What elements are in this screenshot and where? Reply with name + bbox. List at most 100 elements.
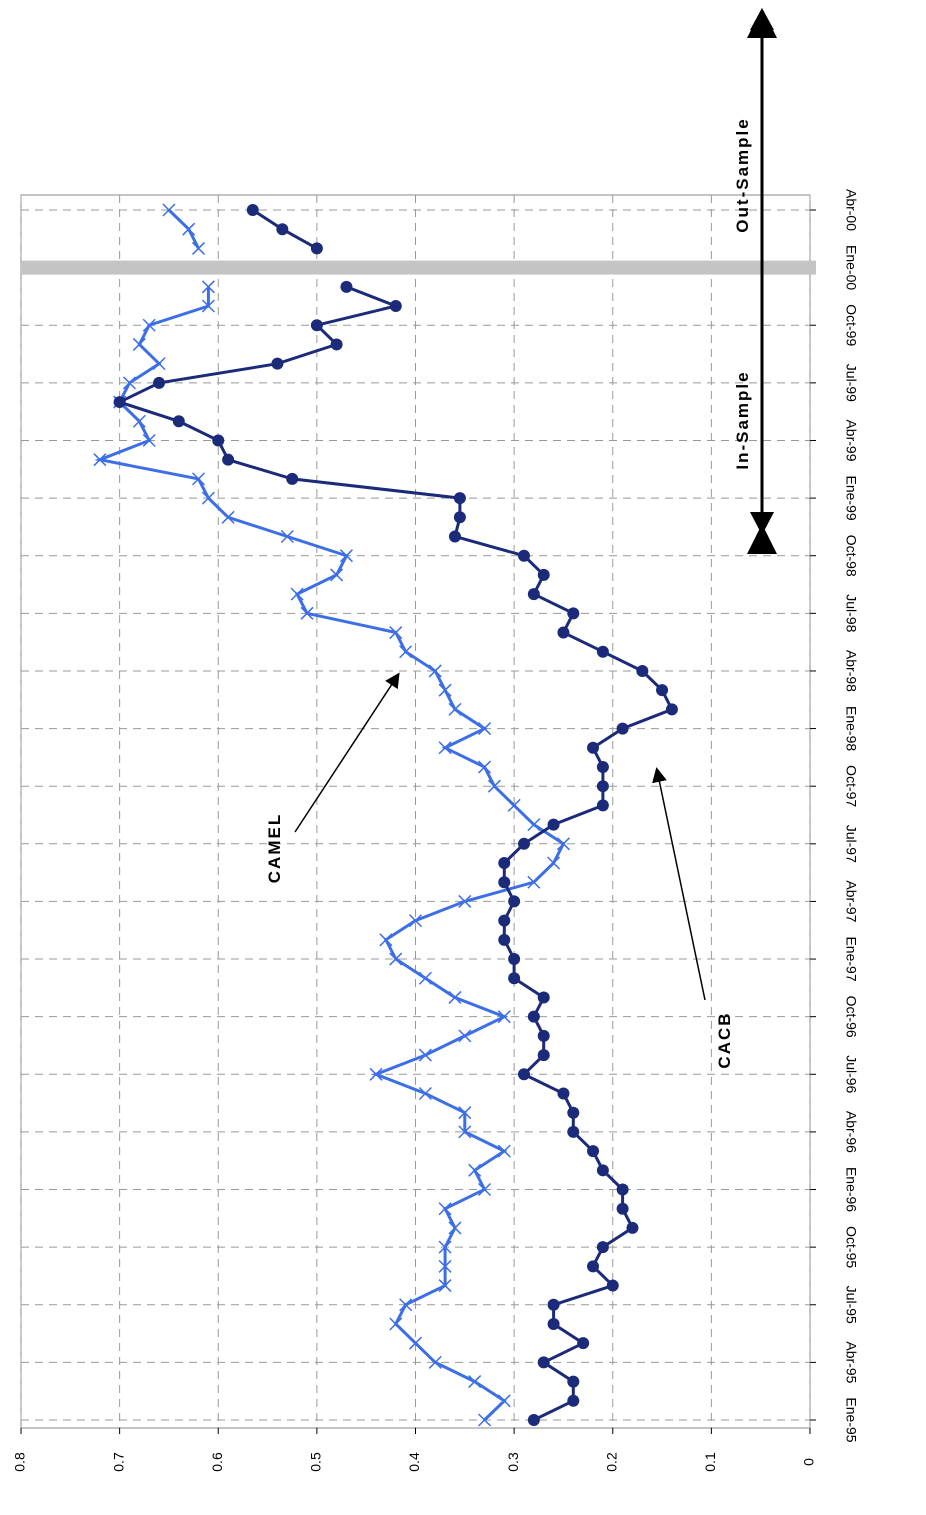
marker xyxy=(508,895,521,908)
marker xyxy=(212,434,225,447)
marker xyxy=(507,798,521,812)
marker xyxy=(418,1086,432,1101)
marker xyxy=(182,222,196,236)
marker xyxy=(517,1068,530,1081)
marker xyxy=(616,1202,629,1215)
arrow-head xyxy=(750,8,774,30)
x-tick-label: Abr-95 xyxy=(843,1341,859,1383)
marker xyxy=(557,626,570,639)
marker xyxy=(537,991,550,1004)
marker xyxy=(330,338,343,351)
marker xyxy=(497,1394,511,1408)
marker xyxy=(557,1087,570,1100)
marker xyxy=(547,1298,560,1311)
marker xyxy=(537,1049,550,1062)
marker xyxy=(448,1221,462,1235)
marker xyxy=(152,357,166,371)
marker xyxy=(537,1356,550,1369)
marker xyxy=(246,204,259,216)
marker xyxy=(478,722,492,736)
marker xyxy=(339,549,353,563)
marker xyxy=(330,568,344,582)
marker xyxy=(567,1375,580,1388)
marker xyxy=(389,626,403,640)
marker xyxy=(596,760,609,773)
marker xyxy=(153,376,166,389)
marker xyxy=(478,1413,492,1427)
x-tick-label: Ene-95 xyxy=(843,1397,859,1442)
marker xyxy=(527,1010,540,1023)
y-tick-label: 0.3 xyxy=(505,1452,521,1472)
x-tick-label: Abr-00 xyxy=(843,189,859,231)
marker xyxy=(201,280,215,294)
marker xyxy=(626,1221,639,1234)
marker xyxy=(567,607,580,620)
marker xyxy=(408,1336,423,1350)
marker xyxy=(508,972,521,985)
y-tick-label: 0.4 xyxy=(406,1452,422,1472)
x-tick-label: Jul-99 xyxy=(843,364,859,402)
marker xyxy=(113,396,126,409)
marker xyxy=(478,1182,492,1197)
marker xyxy=(438,1259,452,1273)
x-tick-label: Oct-96 xyxy=(843,996,859,1038)
x-tick-label: Ene-97 xyxy=(843,936,859,981)
marker xyxy=(399,645,413,659)
marker xyxy=(498,914,511,927)
y-tick-label: 0.7 xyxy=(110,1452,126,1472)
marker xyxy=(271,357,284,370)
marker xyxy=(438,683,452,697)
marker xyxy=(606,1279,619,1292)
x-tick-label: Abr-97 xyxy=(843,880,859,922)
marker xyxy=(290,587,304,601)
marker xyxy=(596,799,609,812)
marker xyxy=(172,415,185,428)
marker xyxy=(616,1183,629,1196)
x-tick-label: Ene-98 xyxy=(843,706,859,751)
marker xyxy=(389,300,402,313)
marker xyxy=(497,1010,511,1024)
marker xyxy=(310,242,323,255)
marker xyxy=(418,971,432,985)
x-tick-label: Oct-98 xyxy=(843,535,859,577)
marker xyxy=(142,433,156,448)
marker xyxy=(498,876,511,889)
series-label: CACB xyxy=(715,1011,734,1068)
callout-arrow xyxy=(652,767,706,1001)
marker xyxy=(497,1144,511,1158)
marker xyxy=(221,510,235,524)
x-tick-label: Jul-98 xyxy=(843,594,859,632)
marker xyxy=(458,894,472,908)
marker xyxy=(132,414,146,428)
marker xyxy=(577,1337,590,1350)
marker xyxy=(468,1375,482,1389)
marker xyxy=(656,684,669,697)
callout-arrow xyxy=(294,672,400,833)
x-tick-label: Jul-97 xyxy=(843,825,859,863)
y-tick-label: 0.2 xyxy=(603,1452,619,1472)
x-tick-label: Oct-95 xyxy=(843,1226,859,1268)
marker xyxy=(389,1317,403,1331)
x-tick-label: Jul-96 xyxy=(843,1055,859,1093)
marker xyxy=(201,299,215,313)
x-tick-label: Abr-98 xyxy=(843,650,859,692)
marker xyxy=(448,990,462,1004)
marker xyxy=(547,1317,560,1330)
marker xyxy=(527,588,540,601)
marker xyxy=(428,1355,442,1369)
marker xyxy=(122,376,137,390)
x-tick-label: Abr-99 xyxy=(843,419,859,461)
marker xyxy=(547,818,560,831)
marker xyxy=(300,606,314,620)
marker xyxy=(340,280,353,293)
marker xyxy=(636,664,649,677)
marker xyxy=(567,1125,580,1138)
marker xyxy=(527,818,541,832)
y-tick-label: 0 xyxy=(801,1458,817,1466)
marker xyxy=(399,1298,413,1312)
marker xyxy=(596,780,609,793)
y-tick-label: 0.6 xyxy=(209,1452,225,1472)
marker xyxy=(587,1260,600,1273)
marker xyxy=(517,549,530,562)
marker xyxy=(418,1048,432,1062)
